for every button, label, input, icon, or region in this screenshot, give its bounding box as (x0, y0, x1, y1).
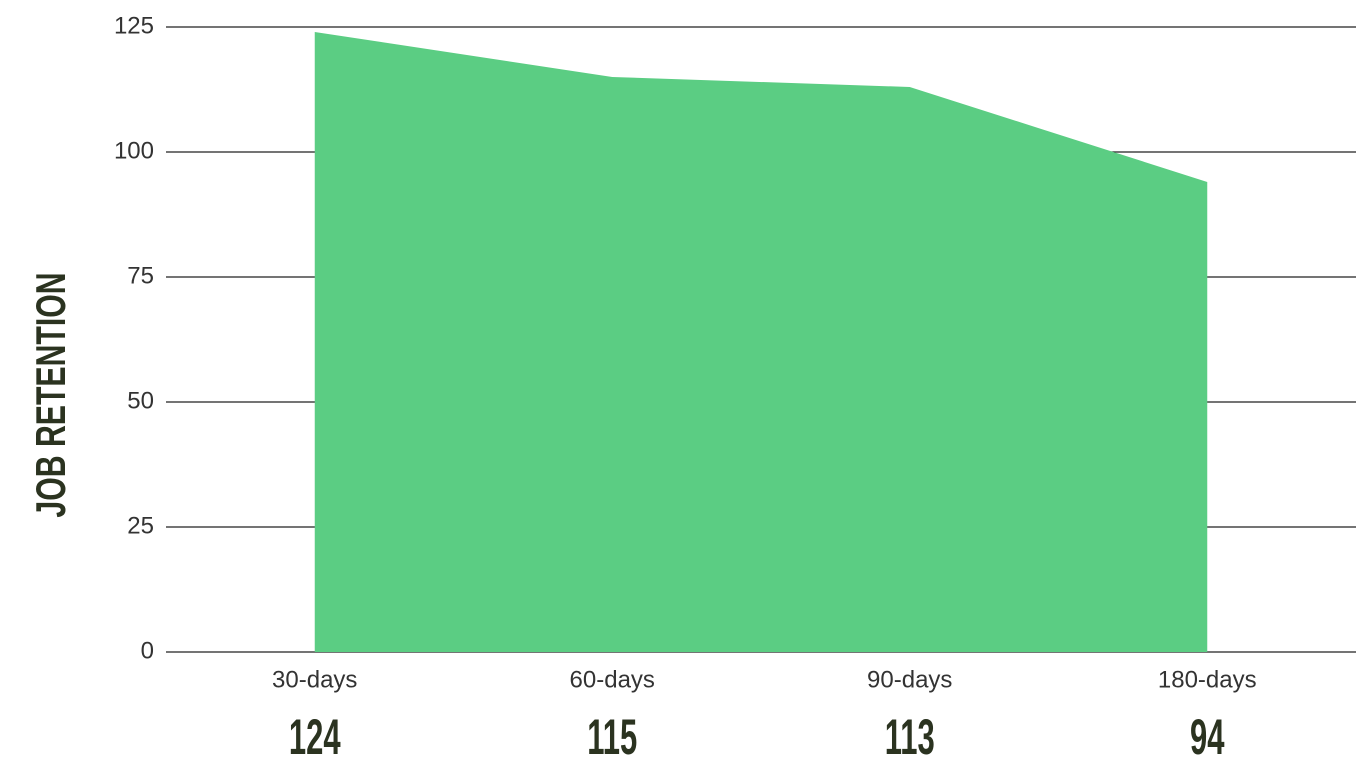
x-tick-label: 60-days (570, 666, 655, 693)
y-tick-label: 125 (114, 12, 154, 39)
x-tick-label: 180-days (1158, 666, 1257, 693)
y-tick-label: 100 (114, 137, 154, 164)
y-tick-label: 50 (127, 387, 154, 414)
value-label: 115 (587, 709, 637, 765)
y-tick-label: 0 (141, 637, 154, 664)
y-tick-label: 75 (127, 262, 154, 289)
y-tick-label: 25 (127, 512, 154, 539)
x-tick-label: 90-days (867, 666, 952, 693)
area (314, 32, 1208, 652)
value-label: 124 (289, 709, 341, 765)
value-label: 113 (885, 709, 935, 765)
y-axis-label: JOB RETENTION (27, 272, 74, 517)
value-label: 94 (1190, 709, 1224, 765)
x-tick-label: 30-days (272, 666, 357, 693)
